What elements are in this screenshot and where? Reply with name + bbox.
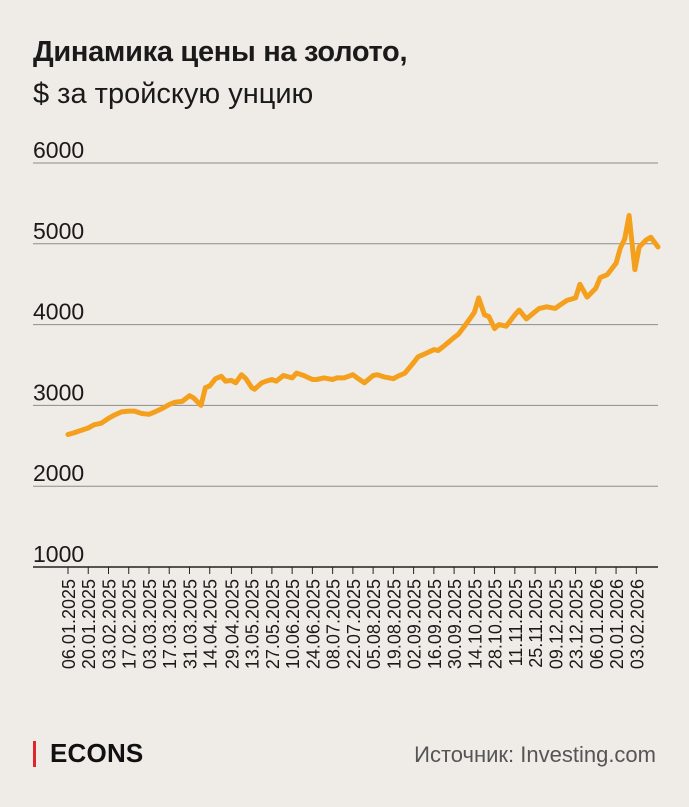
chart-title: Динамика цены на золото, <box>33 36 408 68</box>
x-tick-label: 03.03.2025 <box>140 579 160 669</box>
x-tick-label: 25.11.2025 <box>526 579 546 668</box>
brand-accent-bar <box>33 740 36 767</box>
x-tick-label: 14.10.2025 <box>465 579 485 669</box>
x-tick-label: 17.03.2025 <box>160 579 180 669</box>
gold-price-series-line <box>65 213 661 437</box>
x-tick-label: 29.04.2025 <box>222 579 242 669</box>
x-tick-label: 06.01.2026 <box>587 579 607 669</box>
brand-name: ECONS <box>50 738 144 768</box>
x-tick-label: 28.10.2025 <box>486 579 506 669</box>
y-axis-labels: 1000 2000 3000 4000 5000 6000 <box>33 137 84 567</box>
x-tick-label: 19.08.2025 <box>384 579 404 669</box>
y-tick-label: 1000 <box>33 541 84 567</box>
x-tick-label: 09.12.2025 <box>546 579 566 669</box>
x-tick-label: 31.03.2025 <box>180 579 200 669</box>
x-tick-label: 14.04.2025 <box>201 579 221 669</box>
y-tick-label: 4000 <box>33 299 84 325</box>
x-tick-label: 20.01.2025 <box>79 579 99 669</box>
grid-lines <box>33 162 658 568</box>
x-tick-label: 02.09.2025 <box>405 579 425 669</box>
x-tick-label: 24.06.2025 <box>303 579 323 669</box>
x-tick-label: 11.11.2025 <box>506 579 526 666</box>
x-tick-label: 30.09.2025 <box>445 579 465 669</box>
x-tick-label: 05.08.2025 <box>364 579 384 669</box>
y-tick-label: 5000 <box>33 218 84 244</box>
y-tick-label: 3000 <box>33 379 84 405</box>
x-tick-label: 10.06.2025 <box>283 579 303 669</box>
x-tick-label: 03.02.2025 <box>99 579 119 669</box>
x-tick-label: 06.01.2025 <box>59 579 79 669</box>
y-tick-label: 6000 <box>33 137 84 163</box>
x-tick-label: 03.02.2026 <box>627 579 647 669</box>
y-tick-label: 2000 <box>33 460 84 486</box>
chart-subtitle: $ за тройскую унцию <box>33 78 314 110</box>
x-tick-label: 08.07.2025 <box>324 579 344 669</box>
x-tick-label: 22.07.2025 <box>344 579 364 669</box>
x-tick-label: 20.01.2026 <box>607 579 627 669</box>
x-tick-label: 27.05.2025 <box>263 579 283 669</box>
x-tick-label: 13.05.2025 <box>243 579 263 669</box>
x-axis-labels: 06.01.2025 20.01.2025 03.02.2025 17.02.2025… <box>59 579 647 669</box>
x-axis-ticks <box>67 567 637 574</box>
brand-logo: ECONS <box>33 738 143 769</box>
source-note: Источник: Investing.com <box>414 742 656 767</box>
x-tick-label: 23.12.2025 <box>567 579 587 669</box>
x-tick-label: 16.09.2025 <box>425 579 445 669</box>
x-tick-label: 17.02.2025 <box>120 579 140 669</box>
